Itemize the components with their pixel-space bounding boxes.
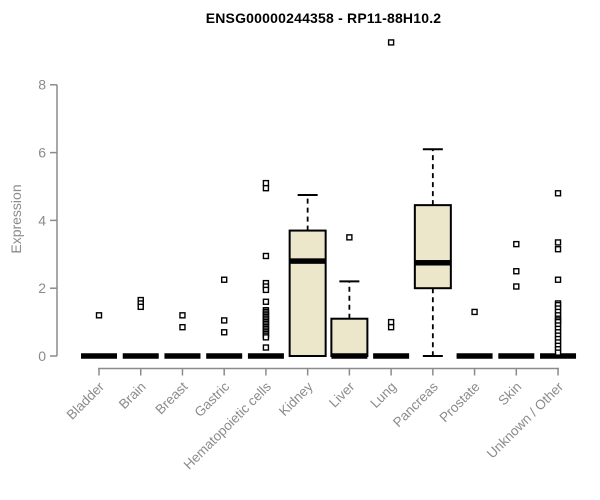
x-category-label: Kidney <box>276 379 316 419</box>
outlier-point <box>220 276 228 283</box>
box-skin <box>498 240 535 359</box>
box-liver <box>330 234 369 359</box>
x-category-label: Gastric <box>191 379 232 420</box>
outlier-point <box>554 246 562 253</box>
y-tick-label: 2 <box>38 280 46 296</box>
x-category-label: Unknown / Other <box>484 379 567 462</box>
outlier-point <box>262 184 270 192</box>
x-category-label: Brain <box>116 379 149 412</box>
x-category-label: Prostate <box>437 379 483 425</box>
box-hematopoietic-cells <box>247 179 284 359</box>
x-category-label: Bladder <box>64 379 108 423</box>
outlier-point <box>554 239 562 246</box>
outlier-point <box>179 323 186 331</box>
iqr-box <box>413 204 452 290</box>
x-category-label: Breast <box>152 379 190 417</box>
outlier-point <box>262 334 270 341</box>
y-tick-label: 0 <box>38 348 46 364</box>
x-category-label: Skin <box>495 379 524 408</box>
outlier-point <box>387 323 395 331</box>
outlier-point <box>554 349 562 356</box>
box-bladder <box>81 312 117 359</box>
iqr-box <box>288 229 327 358</box>
box-lung <box>373 39 410 359</box>
box-pancreas <box>413 148 452 357</box>
outlier-point <box>262 252 270 260</box>
iqr-box <box>330 317 369 357</box>
box-brain <box>122 296 159 359</box>
median-bar <box>289 258 326 264</box>
median-bar <box>414 260 451 266</box>
box-unknown-other <box>540 190 577 359</box>
outlier-point <box>137 303 144 311</box>
outlier-point <box>262 286 270 294</box>
median-bar <box>81 353 117 359</box>
box-gastric <box>206 276 243 359</box>
outlier-point <box>262 298 270 305</box>
x-category-label: Liver <box>326 379 358 411</box>
median-bar <box>456 353 493 359</box>
x-category-label: Lung <box>367 379 399 411</box>
chart-title: ENSG00000244358 - RP11-88H10.2 <box>205 10 442 26</box>
median-bar <box>206 353 243 359</box>
outlier-point <box>513 283 520 290</box>
median-bar <box>164 353 201 359</box>
y-tick-label: 4 <box>38 212 46 228</box>
box-breast <box>164 312 201 359</box>
outlier-point <box>262 179 270 187</box>
outlier-point <box>220 329 228 336</box>
median-bar <box>540 353 577 359</box>
outlier-point <box>554 190 562 197</box>
outlier-point <box>513 240 520 248</box>
y-axis: 0 2 4 6 8 <box>38 77 58 364</box>
x-category-label: Pancreas <box>390 379 441 430</box>
outlier-point <box>471 308 478 316</box>
outlier-point <box>554 276 562 283</box>
outlier-point <box>387 318 395 326</box>
outlier-point <box>387 39 395 46</box>
median-bar <box>331 353 368 359</box>
outlier-point <box>179 312 186 319</box>
median-bar <box>122 353 159 359</box>
y-tick-label: 8 <box>38 77 46 93</box>
median-bar <box>498 353 535 359</box>
median-bar <box>373 353 410 359</box>
box-kidney <box>288 193 327 358</box>
median-bar <box>247 353 284 359</box>
outlier-point <box>262 344 270 351</box>
outlier-point <box>95 312 103 319</box>
outlier-point <box>220 317 228 324</box>
y-tick-label: 6 <box>38 145 46 161</box>
outlier-point <box>513 268 520 275</box>
outlier-point <box>346 234 353 241</box>
box-prostate <box>456 308 493 359</box>
